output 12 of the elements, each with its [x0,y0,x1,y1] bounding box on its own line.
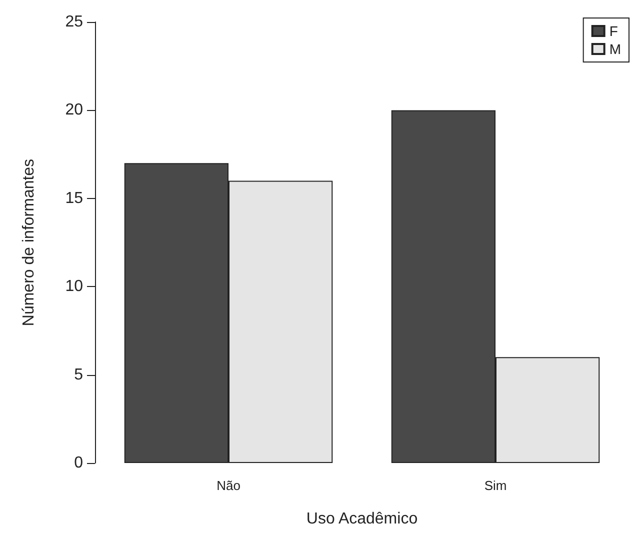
x-tick-label: Não [216,478,240,493]
x-tick-label: Sim [484,478,507,493]
y-tick-label: 25 [65,14,84,30]
legend-label: M [609,41,622,57]
legend-label: F [609,23,618,39]
y-tick-label: 5 [74,366,84,384]
y-tick-label: 10 [65,278,84,296]
y-tick-label: 15 [65,190,84,207]
y-axis-title: Número de informantes [20,158,38,326]
y-tick-label: 0 [74,454,84,472]
y-tick-label: 20 [65,102,84,119]
x-axis-title: Uso Acadêmico [306,510,418,528]
